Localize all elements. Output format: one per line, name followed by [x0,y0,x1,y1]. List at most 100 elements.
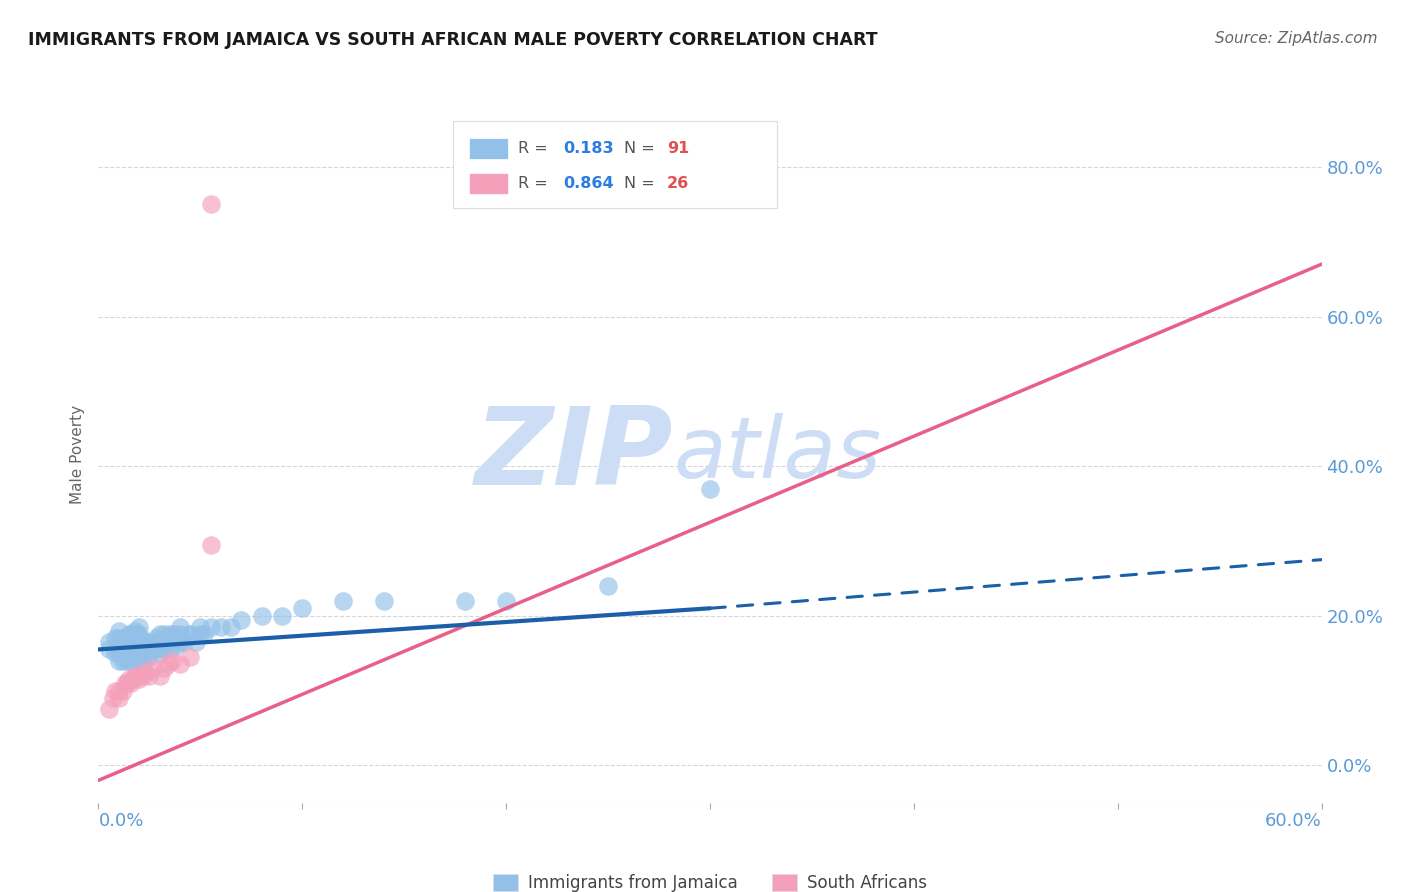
Point [142,635,165,649]
Point [118,649,141,664]
Point [200,538,222,552]
Point [124,635,146,649]
Point [97,702,120,716]
Point [122,673,145,687]
Y-axis label: Male Poverty: Male Poverty [70,405,86,505]
Point [149,646,172,660]
Point [291,601,314,615]
Point [114,642,136,657]
Point [138,649,160,664]
Point [181,627,204,641]
Point [134,635,156,649]
Point [169,635,191,649]
Point [127,642,149,657]
Point [231,613,253,627]
Point [163,627,186,641]
Point [108,639,131,653]
Point [111,683,134,698]
Point [124,668,146,682]
Text: 91: 91 [668,141,689,156]
Point [111,654,134,668]
Point [145,631,167,645]
Text: ZIP: ZIP [475,402,673,508]
Point [186,635,208,649]
Text: Source: ZipAtlas.com: Source: ZipAtlas.com [1215,31,1378,46]
Point [104,631,127,645]
Point [219,620,242,634]
Point [209,620,232,634]
Point [169,620,191,634]
Point [160,635,183,649]
Point [115,654,138,668]
Point [97,642,120,657]
Point [598,579,620,593]
Text: 0.864: 0.864 [564,176,614,191]
Point [141,642,163,657]
Point [699,482,721,496]
Point [120,646,142,660]
Point [114,676,136,690]
Point [118,627,141,641]
Point [129,649,152,664]
Legend: Immigrants from Jamaica, South Africans: Immigrants from Jamaica, South Africans [486,867,934,892]
Point [156,631,179,645]
Point [145,642,167,657]
Point [270,608,294,623]
Point [128,620,150,634]
Point [132,649,155,664]
Point [127,635,149,649]
Point [108,646,131,660]
Text: 0.0%: 0.0% [98,812,143,830]
Point [108,654,131,668]
Point [111,635,134,649]
Point [193,627,215,641]
Point [127,649,149,664]
Point [128,654,150,668]
Point [200,197,222,211]
Point [122,649,145,664]
Bar [470,138,508,159]
Text: 60.0%: 60.0% [1265,812,1322,830]
Point [149,627,172,641]
Point [373,594,395,608]
Point [122,631,145,645]
Point [120,654,142,668]
Point [332,594,354,608]
Point [132,635,155,649]
Point [120,676,142,690]
Point [128,627,150,641]
Point [104,646,127,660]
Point [177,627,200,641]
Point [108,691,131,706]
Point [120,639,142,653]
Point [118,642,141,657]
Point [108,631,131,645]
Point [132,642,155,657]
Text: 26: 26 [668,176,689,191]
Point [115,676,138,690]
Point [127,627,149,641]
Point [122,642,145,657]
Text: R =: R = [517,176,553,191]
FancyBboxPatch shape [453,121,778,208]
Point [200,620,222,634]
Point [495,594,517,608]
Point [159,642,181,657]
Point [108,624,131,638]
Point [124,646,146,660]
Point [104,683,127,698]
Point [118,635,141,649]
Text: 0.183: 0.183 [564,141,614,156]
Point [138,642,160,657]
Text: atlas: atlas [673,413,882,497]
Point [118,673,141,687]
Point [169,627,191,641]
Point [173,635,195,649]
Point [124,624,146,638]
Point [169,657,191,672]
Text: N =: N = [624,176,661,191]
Point [108,683,131,698]
Text: R =: R = [517,141,553,156]
Point [128,642,150,657]
Point [149,668,172,682]
